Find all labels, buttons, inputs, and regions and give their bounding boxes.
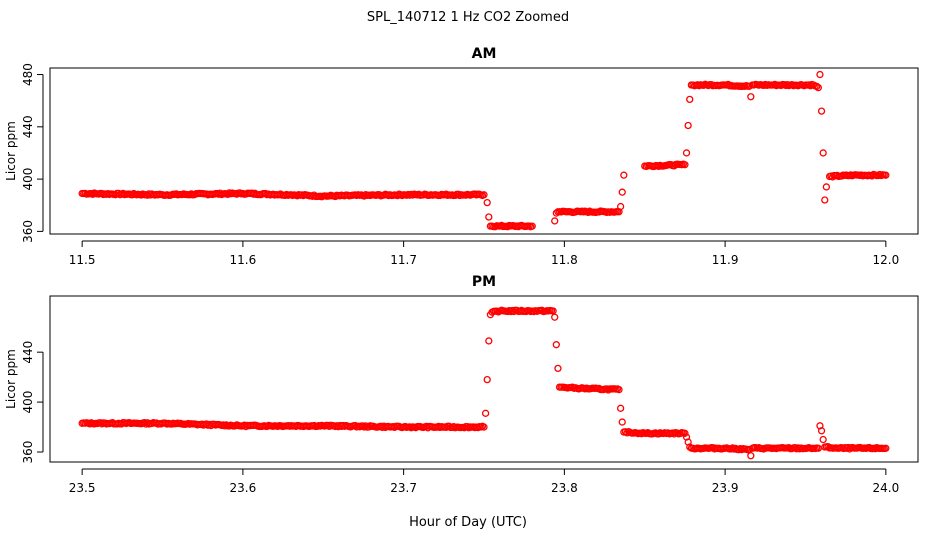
am-data-point <box>551 217 559 225</box>
am-data-point <box>620 171 628 179</box>
am-x-tick-label: 11.6 <box>230 253 257 267</box>
pm-data-points <box>78 306 890 460</box>
pm-data-point <box>621 428 630 436</box>
pm-panel: PM 23.5 23.6 23.7 23.8 23.9 24.0 360 400 440Licor… <box>4 274 919 495</box>
am-data-point <box>816 70 824 79</box>
am-data-point <box>485 213 493 221</box>
am-data-point <box>821 196 829 204</box>
pm-data-point <box>554 364 562 373</box>
pm-data-point <box>483 375 491 384</box>
am-x-tick-label: 11.9 <box>712 253 739 267</box>
pm-x-tick-label: 23.9 <box>712 481 739 495</box>
pm-y-tick-label: 440 <box>21 341 35 364</box>
am-data-point <box>686 95 694 104</box>
am-x-tick-label: 11.8 <box>551 253 578 267</box>
pm-panel-title: PM <box>472 274 496 290</box>
am-data-point <box>747 93 755 101</box>
pm-data-point <box>485 337 493 345</box>
pm-data-point <box>615 385 623 394</box>
am-data-points <box>78 70 890 231</box>
am-x-tick-label: 11.7 <box>390 253 417 267</box>
pm-data-point <box>882 444 890 452</box>
pm-data-point <box>618 418 626 426</box>
pm-y-tick-label: 400 <box>21 391 35 414</box>
am-data-point <box>882 171 890 179</box>
am-data-point <box>681 161 689 169</box>
am-data-point <box>528 222 536 230</box>
pm-data-point <box>817 427 826 435</box>
am-data-point <box>483 198 491 207</box>
am-data-point <box>817 107 826 115</box>
pm-data-point <box>824 442 832 451</box>
am-x-tick-label: 12.0 <box>872 253 899 267</box>
am-data-point <box>822 183 831 191</box>
am-data-point <box>682 149 691 157</box>
pm-x-tick-label: 23.8 <box>551 481 578 495</box>
pm-plot-frame <box>49 295 919 463</box>
pm-x-tick-label: 24.0 <box>872 481 899 495</box>
pm-data-point <box>568 383 577 391</box>
am-data-point <box>814 83 822 92</box>
am-x-tick-label: 11.5 <box>69 253 96 267</box>
am-y-tick-label: 440 <box>21 115 35 138</box>
figure-title: SPL_140712 1 Hz CO2 Zoomed <box>366 10 570 25</box>
pm-data-point <box>616 404 625 412</box>
am-panel: AM 11.5 11.6 11.7 11.8 11.9 12.0 360 400 440 480 Li… <box>4 46 919 267</box>
pm-x-tick-label: 23.7 <box>390 481 417 495</box>
am-panel-title: AM <box>472 46 497 62</box>
am-plot-frame <box>49 67 919 235</box>
am-y-tick-label: 400 <box>21 168 35 191</box>
am-y-tick-label: 360 <box>21 220 35 243</box>
pm-data-point <box>552 341 560 349</box>
pm-data-point <box>681 429 689 437</box>
am-data-point <box>684 121 692 130</box>
am-data-point <box>813 82 821 91</box>
pm-data-point <box>481 409 490 417</box>
am-data-point <box>819 149 827 157</box>
pm-x-tick-label: 23.5 <box>69 481 96 495</box>
pm-x-tick-label: 23.6 <box>230 481 257 495</box>
shared-x-axis-label: Hour of Day (UTC) <box>409 515 527 530</box>
am-data-point <box>616 202 625 211</box>
am-y-tick-label: 480 <box>21 63 35 86</box>
pm-data-point <box>747 452 755 460</box>
pm-data-point <box>480 423 488 431</box>
pm-data-point <box>819 435 827 444</box>
am-y-axis-label: Licor ppm <box>4 121 18 181</box>
pm-y-axis-label: Licor ppm <box>4 349 18 409</box>
am-data-point <box>618 188 626 196</box>
am-data-point <box>480 191 488 199</box>
pm-y-tick-label: 360 <box>21 441 35 464</box>
pm-data-point <box>814 444 822 452</box>
pm-data-point <box>551 313 559 321</box>
